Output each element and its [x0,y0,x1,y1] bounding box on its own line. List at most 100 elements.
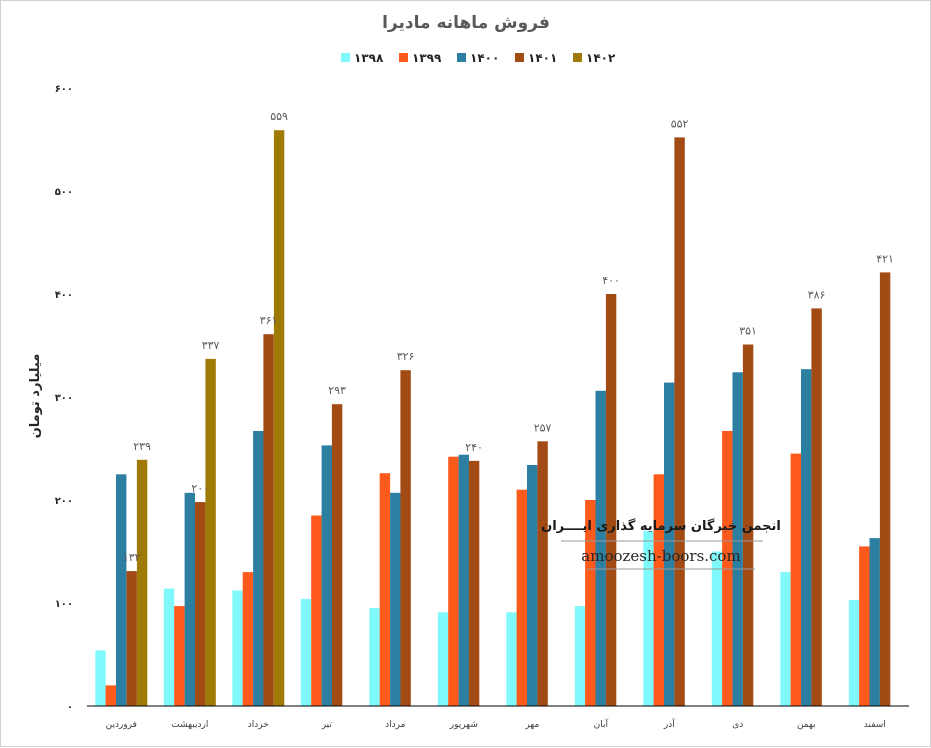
legend-swatch [573,53,582,62]
y-tick-label: ۶۰۰ [55,84,73,95]
data-label: ۳۵۱ [739,325,757,338]
bar [232,590,243,706]
legend: ۱۳۹۸ ۱۳۹۹ ۱۴۰۰ ۱۴۰۱ ۱۴۰۲ [341,51,616,65]
legend-label: ۱۳۹۹ [412,51,442,65]
bar [126,571,137,706]
x-tick-label: اسفند [864,720,886,730]
bar [311,515,322,706]
x-axis-categories: فروردین اردیبهشت خرداد تیر مرداد شهریور مهر آبا… [106,718,886,730]
data-label: ۳۲۶ [397,350,415,363]
bar [379,473,391,706]
bar [163,588,175,706]
bar [300,598,312,706]
watermark-url: amoozesh-boors.com [581,547,740,565]
bar [664,382,675,706]
bar [780,572,791,706]
bar [184,492,195,706]
x-tick-label: بهمن [797,720,816,730]
bar [174,606,185,706]
bar [674,137,685,706]
bar [605,294,617,706]
bar [811,308,822,706]
y-axis-ticks: ۰ ۱۰۰ ۲۰۰ ۳۰۰ ۴۰۰ ۵۰۰ ۶۰۰ [55,84,73,713]
y-tick-label: ۰ [67,702,73,713]
data-label: ۴۲۱ [876,252,894,265]
x-tick-label: شهریور [449,720,478,730]
x-tick-label: آبان [594,718,609,730]
bar [879,272,891,706]
bar [242,572,254,706]
bar [263,334,274,706]
x-tick-label: اردیبهشت [171,720,208,730]
bar [95,650,106,706]
data-label: ۵۵۹ [270,110,288,123]
bar [448,456,459,706]
chart-title: فروش ماهانه مادیرا [382,13,550,33]
bar [595,390,606,706]
bar [506,612,517,706]
bar [105,685,116,706]
bar [458,454,469,706]
data-label: ۲۵۷ [534,421,552,434]
bar [205,358,216,706]
legend-label: ۱۴۰۰ [470,51,499,65]
legend-swatch [341,53,350,62]
bar [527,465,538,706]
bar [574,606,586,706]
data-label: ۲۰۰ [191,482,209,495]
data-label: ۴۰۰ [602,274,620,287]
bar [742,344,754,706]
legend-label: ۱۴۰۲ [586,51,616,65]
data-label: ۳۶۱ [260,314,278,327]
bar [400,370,411,706]
bar [331,404,343,706]
watermark-title: انجمن خبرگان سرمایه گذاری ایــــران [541,518,781,534]
legend-label: ۱۴۰۱ [528,51,557,65]
x-tick-label: فروردین [106,720,137,730]
data-label: ۵۵۲ [671,117,689,130]
bar [585,500,596,706]
bar [195,502,206,706]
bar [801,369,812,706]
data-label: ۲۴۰ [465,441,483,454]
legend-swatch [399,53,408,62]
bar [643,530,654,706]
bar [869,538,880,706]
bar [653,474,664,707]
bar [369,608,380,706]
y-tick-label: ۲۰۰ [55,496,73,507]
x-tick-label: دی [732,720,743,730]
bar [321,445,332,706]
bar [848,599,860,706]
bar [859,546,870,706]
bar [790,453,801,706]
y-tick-label: ۴۰۰ [55,290,73,301]
bar [537,441,548,706]
bar [390,492,401,706]
data-label: ۲۹۳ [328,384,346,397]
legend-swatch [457,53,466,62]
x-tick-label: تیر [321,720,333,730]
x-tick-label: مهر [524,720,539,730]
y-tick-label: ۳۰۰ [55,393,73,404]
bar [437,612,449,706]
bar [468,460,480,706]
data-label: ۱۳۲ [123,551,141,564]
x-tick-label: مرداد [385,720,405,730]
data-label: ۳۸۶ [808,288,826,301]
bar [516,489,527,706]
y-axis-label: میلیارد تومان [28,354,43,439]
bar [711,551,723,706]
y-tick-label: ۱۰۰ [55,599,73,610]
data-label: ۳۳۷ [202,339,220,352]
data-label: ۲۳۹ [133,440,151,453]
bar [273,130,285,706]
data-labels: ۱۳۲ ۲۰۰ ۳۶۱ ۲۹۳ ۳۲۶ ۲۴۰ ۲۵۷ ۴۰۰ ۵۵۲ ۳۵۱ ۳۸۶ ۴۲۱ ۲۳۹ ۳… [123,110,894,564]
bar [732,372,743,706]
bar [136,459,148,706]
bars [95,130,891,707]
bar [116,474,127,707]
legend-label: ۱۳۹۸ [354,51,384,65]
